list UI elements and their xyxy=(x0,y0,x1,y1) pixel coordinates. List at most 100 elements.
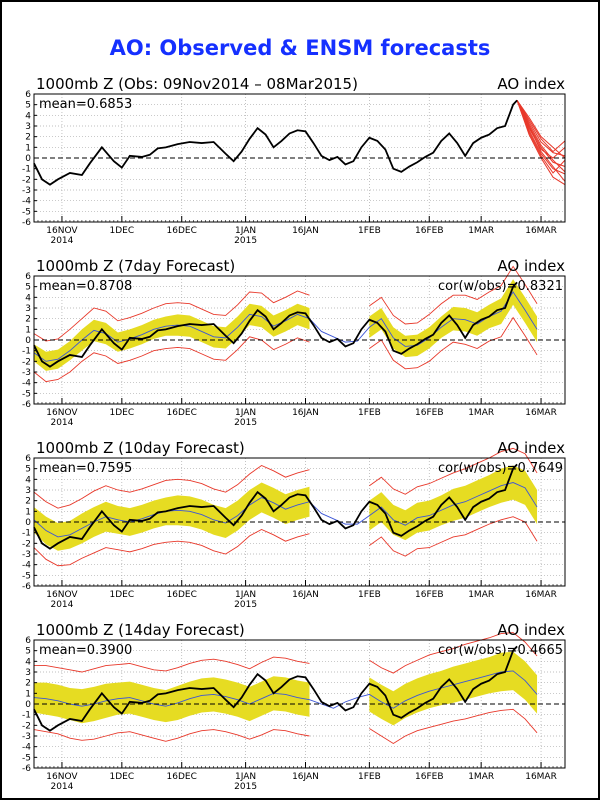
y-tick-label: 4 xyxy=(25,111,31,121)
x-tick-label: 1FEB xyxy=(358,226,381,236)
y-tick-label: 2 xyxy=(25,497,31,507)
y-tick-label: 6 xyxy=(25,454,31,464)
mean-label: mean=0.8708 xyxy=(39,279,132,294)
y-tick-label: -1 xyxy=(22,347,31,357)
panel-title: 1000mb Z (Obs: 09Nov2014 – 08Mar2015) xyxy=(36,75,358,93)
y-tick-label: -4 xyxy=(22,197,31,207)
correlation-label: cor(w/obs)=0.4665 xyxy=(438,643,563,658)
y-tick-label: 4 xyxy=(25,293,31,303)
x-tick-label: 16NOV xyxy=(46,226,78,236)
envelope-upper-line xyxy=(34,656,310,673)
forecast-member-line xyxy=(516,100,566,159)
y-tick-label: 1 xyxy=(25,689,31,699)
mean-label: mean=0.7595 xyxy=(39,461,132,476)
x-tick-label: 1DEC xyxy=(110,226,135,236)
x-tick-label: 16NOV xyxy=(46,408,78,418)
y-tick-label: -2 xyxy=(22,175,31,185)
y-tick-label: -3 xyxy=(22,550,31,560)
x-tick-label: 1FEB xyxy=(358,408,381,418)
x-tick-label: 16NOV xyxy=(46,772,78,782)
x-tick-label: 16JAN xyxy=(292,226,319,236)
envelope-lower-line xyxy=(369,316,538,370)
mean-label: mean=0.6853 xyxy=(39,97,132,112)
y-tick-label: -5 xyxy=(22,571,31,581)
observed-line xyxy=(33,281,518,368)
x-tick-label: 16FEB xyxy=(415,590,444,600)
x-tick-label: 1DEC xyxy=(110,590,135,600)
envelope-upper-line xyxy=(33,464,310,509)
envelope-lower-line xyxy=(33,336,310,383)
panel-title: 1000mb Z (10day Forecast) xyxy=(36,439,245,457)
spread-band xyxy=(34,482,310,551)
y-tick-label: 6 xyxy=(25,90,31,100)
y-tick-label: 3 xyxy=(25,668,31,678)
observed-line xyxy=(33,463,518,550)
x-tick-label: 16JAN xyxy=(292,408,319,418)
x-tick-label: 16JAN xyxy=(292,772,319,782)
y-tick-label: -2 xyxy=(22,357,31,367)
spread-band xyxy=(369,279,538,358)
y-tick-label: 5 xyxy=(25,101,31,111)
forecast-member-line xyxy=(516,100,566,153)
x-tick-label: 16MAR xyxy=(525,590,557,600)
x-tick-label: 16JAN xyxy=(292,590,319,600)
x-tick-label: 16DEC xyxy=(167,772,197,782)
x-tick-label: 1JAN xyxy=(235,226,256,236)
forecast-member-line xyxy=(516,100,566,174)
y-tick-label: 1 xyxy=(25,325,31,335)
y-tick-label: -6 xyxy=(22,582,31,592)
y-tick-label: -6 xyxy=(22,218,31,228)
x-tick-label: 1JAN xyxy=(235,772,256,782)
x-tick-year-label: 2015 xyxy=(234,418,257,428)
x-tick-label: 1FEB xyxy=(358,590,381,600)
x-tick-label: 1MAR xyxy=(468,408,494,418)
x-tick-year-label: 2015 xyxy=(234,236,257,246)
spread-band xyxy=(34,303,310,371)
x-tick-label: 16MAR xyxy=(525,772,557,782)
y-tick-label: 1 xyxy=(25,507,31,517)
x-tick-year-label: 2014 xyxy=(50,782,73,792)
y-tick-label: 5 xyxy=(25,465,31,475)
panel-title: 1000mb Z (14day Forecast) xyxy=(36,621,245,639)
envelope-lower-line xyxy=(33,729,310,742)
y-tick-label: 6 xyxy=(25,272,31,282)
x-tick-year-label: 2014 xyxy=(50,600,73,610)
y-tick-label: 5 xyxy=(25,647,31,657)
y-tick-label: -4 xyxy=(22,379,31,389)
envelope-upper-line xyxy=(369,447,538,495)
x-tick-label: 1MAR xyxy=(468,772,494,782)
y-tick-label: -1 xyxy=(22,165,31,175)
x-tick-label: 1DEC xyxy=(110,408,135,418)
x-tick-year-label: 2015 xyxy=(234,600,257,610)
y-tick-label: -1 xyxy=(22,529,31,539)
y-tick-label: 2 xyxy=(25,679,31,689)
x-tick-label: 1MAR xyxy=(468,226,494,236)
y-tick-label: 4 xyxy=(25,657,31,667)
y-tick-label: 0 xyxy=(25,700,31,710)
panel-title: 1000mb Z (7day Forecast) xyxy=(36,257,235,275)
correlation-label: cor(w/obs)=0.8321 xyxy=(438,279,563,294)
envelope-upper-line xyxy=(33,290,310,342)
x-tick-label: 16DEC xyxy=(167,590,197,600)
y-tick-label: -2 xyxy=(22,721,31,731)
ensemble-mean-line xyxy=(33,482,538,538)
y-tick-label: 4 xyxy=(25,475,31,485)
envelope-upper-line xyxy=(369,632,538,674)
x-tick-label: 16FEB xyxy=(415,408,444,418)
correlation-label: cor(w/obs)=0.7649 xyxy=(438,461,563,476)
ensemble-mean-line xyxy=(33,291,538,362)
y-tick-label: -1 xyxy=(22,711,31,721)
y-tick-label: 2 xyxy=(25,133,31,143)
observed-line xyxy=(33,99,518,186)
x-tick-label: 16FEB xyxy=(415,226,444,236)
y-tick-label: 0 xyxy=(25,518,31,528)
ao-index-label: AO index xyxy=(497,621,565,639)
ao-index-label: AO index xyxy=(497,257,565,275)
x-tick-label: 16MAR xyxy=(525,226,557,236)
ao-index-label: AO index xyxy=(497,75,565,93)
